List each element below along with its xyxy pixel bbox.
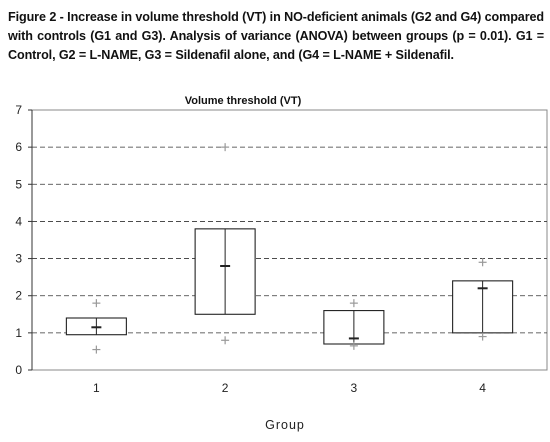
y-tick-label: 0 — [15, 363, 22, 377]
chart-title: Volume threshold (VT) — [185, 95, 302, 107]
x-tick-label: 3 — [351, 381, 358, 395]
y-tick-label: 2 — [15, 289, 22, 303]
figure-caption: Figure 2 - Increase in volume threshold … — [8, 10, 544, 62]
y-tick-label: 3 — [15, 252, 22, 266]
x-tick-label: 2 — [222, 381, 229, 395]
y-tick-label: 1 — [15, 326, 22, 340]
x-axis-title: Group — [265, 418, 305, 432]
y-tick-label: 5 — [15, 177, 22, 191]
x-tick-label: 1 — [93, 381, 100, 395]
y-tick-label: 6 — [15, 140, 22, 154]
y-tick-label: 4 — [15, 214, 22, 228]
x-tick-label: 4 — [479, 381, 486, 395]
y-tick-label: 7 — [15, 103, 22, 117]
